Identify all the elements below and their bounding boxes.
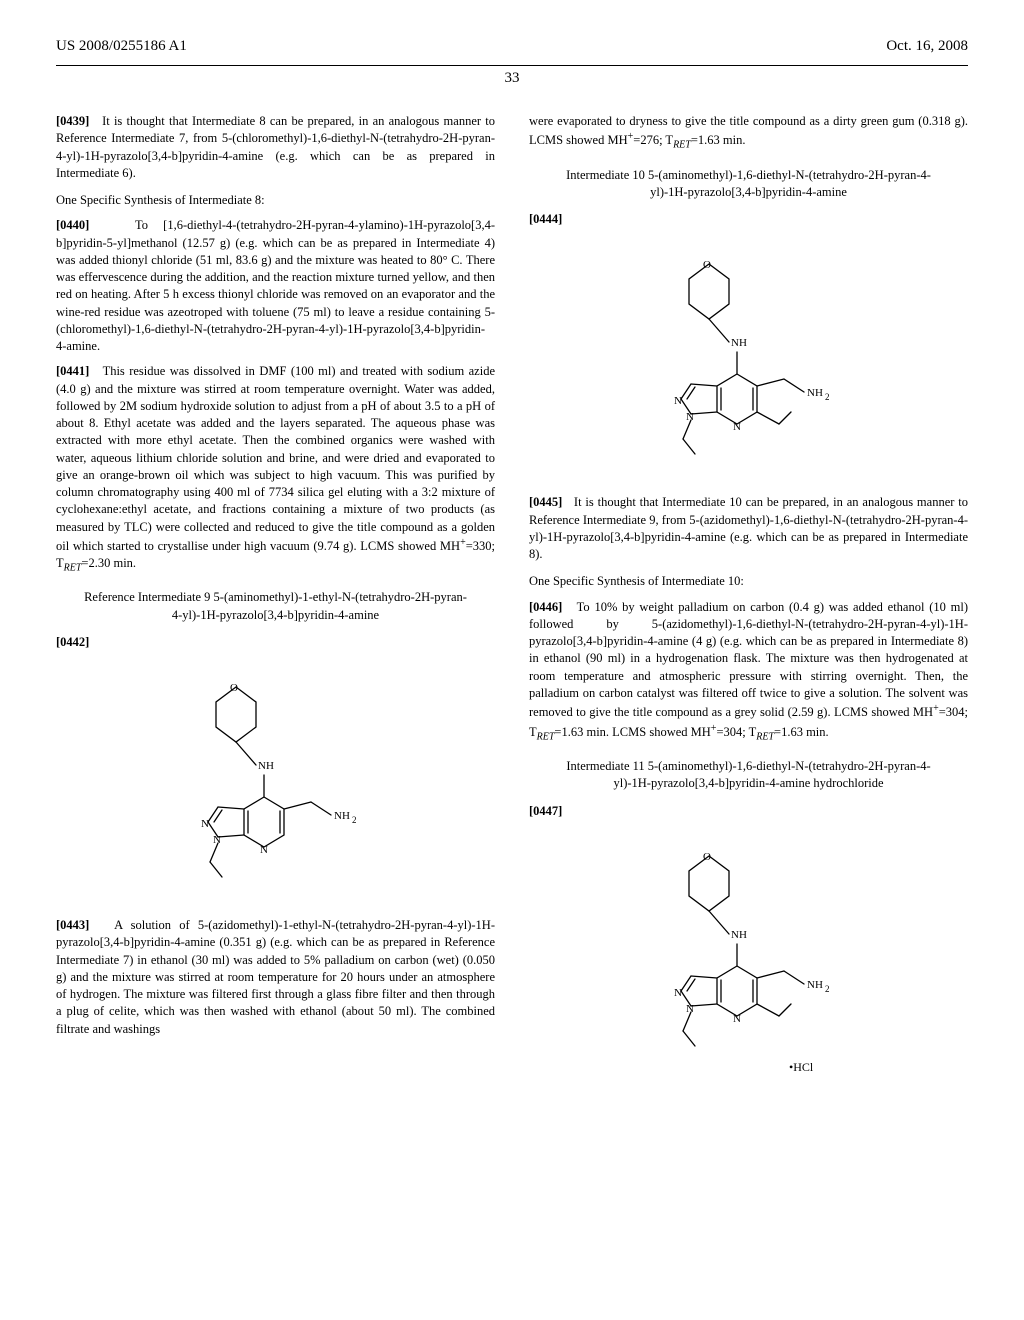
- svg-text:O: O: [230, 682, 238, 694]
- svg-text:2: 2: [352, 815, 357, 825]
- svg-text:N: N: [733, 1013, 741, 1025]
- intermediate-11-title: Intermediate 11 5-(aminomethyl)-1,6-diet…: [553, 758, 944, 793]
- right-column: were evaporated to dryness to give the t…: [529, 113, 968, 1106]
- svg-text:2: 2: [825, 984, 830, 994]
- publication-date: Oct. 16, 2008: [886, 38, 968, 55]
- para-0440-text: To [1,6-diethyl-4-(tetrahydro-2H-pyran-4…: [56, 218, 495, 353]
- synth8-heading: One Specific Synthesis of Intermediate 8…: [56, 192, 495, 209]
- para-0441-text-a: This residue was dissolved in DMF (100 m…: [56, 364, 495, 553]
- para-num-0445: [0445]: [529, 495, 562, 509]
- para-num-0441: [0441]: [56, 364, 89, 378]
- header-rule: [56, 65, 968, 66]
- para-cont-text-b: =276; T: [633, 133, 673, 147]
- para-num-0446: [0446]: [529, 600, 562, 614]
- para-num-0444: [0444]: [529, 212, 562, 226]
- svg-text:N: N: [674, 395, 682, 407]
- left-column: [0439] It is thought that Intermediate 8…: [56, 113, 495, 1106]
- para-0446-text-e: =1.63 min.: [774, 725, 829, 739]
- paragraph-0446: [0446] To 10% by weight palladium on car…: [529, 599, 968, 744]
- page-number: 33: [56, 70, 968, 87]
- para-num-0442: [0442]: [56, 635, 89, 649]
- svg-text:N: N: [201, 818, 209, 830]
- paragraph-0445: [0445] It is thought that Intermediate 1…: [529, 494, 968, 563]
- svg-text:NH: NH: [334, 810, 350, 822]
- chemical-structure-ref9: O NH N: [56, 667, 495, 897]
- hcl-label: •HCl: [789, 1060, 814, 1074]
- para-num-0447: [0447]: [529, 804, 562, 818]
- paragraph-0440: [0440] To [1,6-diethyl-4-(tetrahydro-2H-…: [56, 217, 495, 355]
- ret-subscript: RET: [537, 731, 555, 742]
- svg-text:N: N: [674, 987, 682, 999]
- paragraph-0439: [0439] It is thought that Intermediate 8…: [56, 113, 495, 182]
- svg-text:NH: NH: [731, 337, 747, 349]
- paragraph-cont: were evaporated to dryness to give the t…: [529, 113, 968, 153]
- svg-text:2: 2: [825, 392, 830, 402]
- para-num-0440: [0440]: [56, 218, 89, 232]
- chemical-structure-int11: O NH N N N: [529, 836, 968, 1086]
- svg-text:N: N: [260, 844, 268, 856]
- paragraph-0441: [0441] This residue was dissolved in DMF…: [56, 363, 495, 575]
- paragraph-0443: [0443] A solution of 5-(azidomethyl)-1-e…: [56, 917, 495, 1038]
- para-0446-text-c: =1.63 min. LCMS showed MH: [554, 725, 710, 739]
- para-0439-text: It is thought that Intermediate 8 can be…: [56, 114, 495, 180]
- paragraph-0442: [0442]: [56, 634, 495, 651]
- para-0441-text-c: =2.30 min.: [81, 556, 136, 570]
- paragraph-0444: [0444]: [529, 211, 968, 228]
- two-column-layout: [0439] It is thought that Intermediate 8…: [56, 113, 968, 1106]
- intermediate-10-title: Intermediate 10 5-(aminomethyl)-1,6-diet…: [553, 167, 944, 202]
- ret-subscript: RET: [673, 140, 691, 151]
- para-0443-text: A solution of 5-(azidomethyl)-1-ethyl-N-…: [56, 918, 495, 1036]
- para-num-0439: [0439]: [56, 114, 89, 128]
- svg-text:NH: NH: [807, 387, 823, 399]
- svg-text:N: N: [733, 421, 741, 433]
- svg-text:O: O: [703, 259, 711, 271]
- para-0445-text: It is thought that Intermediate 10 can b…: [529, 495, 968, 561]
- ref-intermediate-9-title: Reference Intermediate 9 5-(aminomethyl)…: [80, 589, 471, 624]
- patent-number: US 2008/0255186 A1: [56, 38, 187, 55]
- para-num-0443: [0443]: [56, 918, 89, 932]
- synth10-heading: One Specific Synthesis of Intermediate 1…: [529, 573, 968, 590]
- para-0446-text-d: =304; T: [716, 725, 756, 739]
- svg-text:NH: NH: [258, 760, 274, 772]
- svg-text:O: O: [703, 851, 711, 863]
- ret-subscript: RET: [756, 731, 774, 742]
- page-header: US 2008/0255186 A1 Oct. 16, 2008: [56, 38, 968, 59]
- para-cont-text-a: were evaporated to dryness to give the t…: [529, 114, 968, 147]
- svg-text:NH: NH: [807, 979, 823, 991]
- para-0446-text-a: To 10% by weight palladium on carbon (0.…: [529, 600, 968, 720]
- para-cont-text-c: =1.63 min.: [691, 133, 746, 147]
- chemical-structure-int10: O NH N N N: [529, 244, 968, 474]
- ret-subscript: RET: [64, 563, 82, 574]
- svg-text:NH: NH: [731, 929, 747, 941]
- paragraph-0447: [0447]: [529, 803, 968, 820]
